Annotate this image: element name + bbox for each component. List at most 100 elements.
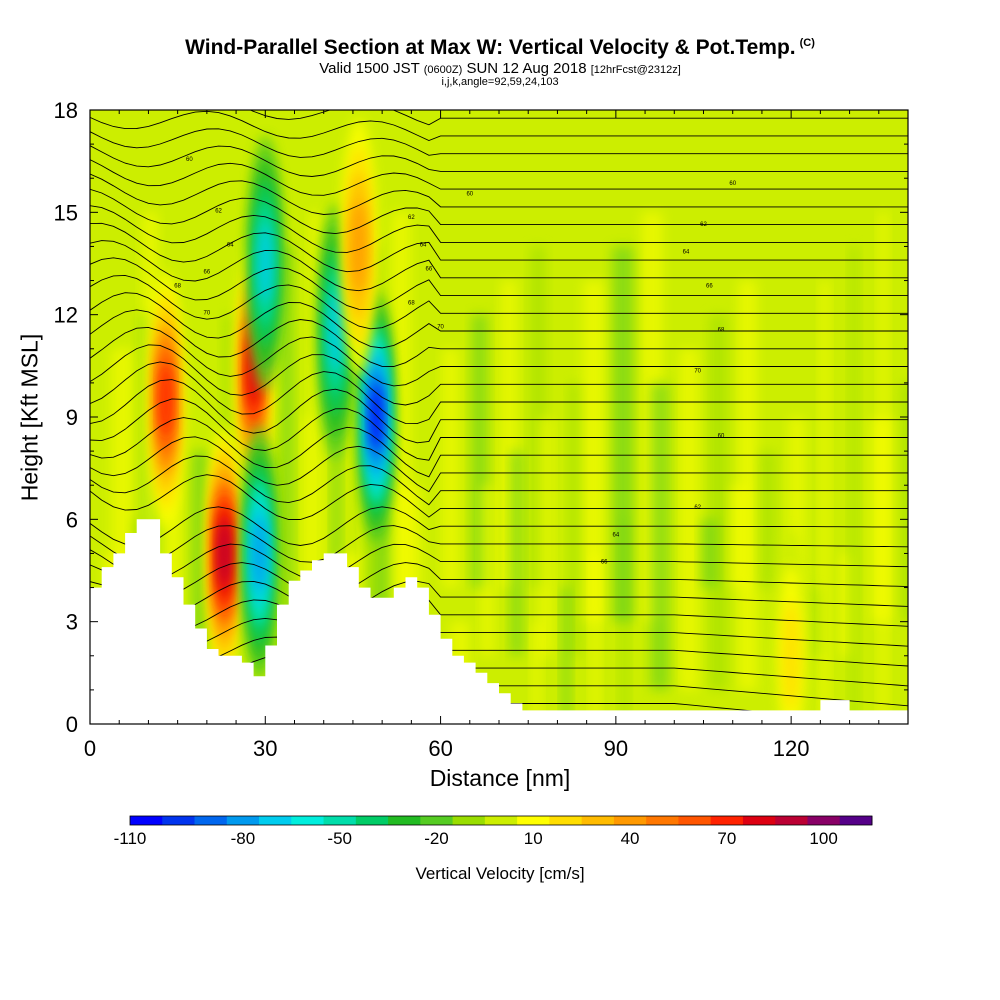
x-tick-label: 120 <box>773 736 810 761</box>
isentrope-label: 64 <box>613 532 620 538</box>
isentrope-line <box>90 128 908 158</box>
isentrope-label: 60 <box>718 433 725 439</box>
colorbar: -110 -80 -50 -20 10 40 70 100 <box>114 815 873 848</box>
isentrope-line <box>90 525 908 563</box>
colorbar-swatch <box>130 816 163 825</box>
isentrope-label: 66 <box>601 560 608 566</box>
field-streak <box>650 382 669 690</box>
isentrope-line <box>90 159 908 196</box>
colorbar-swatch <box>355 816 389 825</box>
updraft-core <box>773 527 810 724</box>
colorbar-swatch <box>194 816 228 825</box>
isentrope-line <box>90 240 908 292</box>
colorbar-swatch <box>291 816 325 825</box>
colorbar-swatch <box>839 816 873 825</box>
isentrope-label: 64 <box>420 242 427 248</box>
isentrope-label: 60 <box>186 157 193 163</box>
x-tick-label: 0 <box>84 736 96 761</box>
field-streak <box>281 246 294 656</box>
isentrope-label: 70 <box>437 324 444 330</box>
field-streak <box>590 553 600 724</box>
field-streak <box>539 417 552 656</box>
terrain <box>90 519 908 724</box>
isentrope-line <box>90 580 908 614</box>
colorbar-swatch <box>484 816 518 825</box>
y-tick-label: 9 <box>66 405 78 430</box>
field-streak <box>273 451 283 724</box>
isentrope-line <box>90 145 908 177</box>
isentrope-label: 62 <box>694 505 701 511</box>
colorbar-tick-label: -50 <box>327 829 352 848</box>
x-tick-label: 30 <box>253 736 277 761</box>
isentrope-line <box>90 455 908 506</box>
isentrope-line <box>90 222 908 273</box>
colorbar-swatch <box>226 816 260 825</box>
colorbar-swatch <box>678 816 712 825</box>
isentrope-line <box>90 173 908 215</box>
y-tick-label: 15 <box>54 200 78 225</box>
updraft-core <box>340 118 377 375</box>
field-streak <box>900 382 908 622</box>
isentrope-label: 62 <box>215 208 222 214</box>
field-streak <box>849 246 859 724</box>
isentrope-line <box>90 292 908 349</box>
chart-subtitle: Valid 1500 JST (0600Z) SUN 12 Aug 2018 [… <box>0 60 1000 77</box>
colorbar-tick-label: -20 <box>424 829 449 848</box>
chart-meta: i,j,k,angle=92,59,24,103 <box>441 76 559 88</box>
isentrope-line <box>90 543 908 580</box>
core-band <box>351 200 367 292</box>
field-streak <box>730 485 746 588</box>
isentrope-label: 60 <box>729 181 736 187</box>
colorbar-tick-label: 70 <box>717 829 736 848</box>
field-streak <box>612 246 634 622</box>
colorbar-swatch <box>162 816 196 825</box>
y-tick-label: 12 <box>54 303 78 328</box>
isentrope-label: 68 <box>174 283 181 289</box>
vertical-velocity-field: 60 62 64 66 68 70 60 62 64 66 68 70 60 62 64 66 68 70 60 62… <box>90 110 908 724</box>
subtitle-date: SUN 12 Aug 2018 <box>466 60 587 77</box>
isentrope-line <box>90 344 908 406</box>
field-streak <box>569 382 582 656</box>
colorbar-swatch <box>613 816 647 825</box>
isentrope-label: 66 <box>426 266 433 272</box>
y-tick-label: 6 <box>66 507 78 532</box>
colorbar-swatch <box>388 816 421 825</box>
isentrope-line <box>90 379 908 444</box>
colorbar-swatch <box>807 816 841 825</box>
colorbar-swatch <box>775 816 808 825</box>
core-band <box>159 363 173 437</box>
isentrope-line <box>90 309 908 367</box>
isentrope-label: 64 <box>227 242 234 248</box>
isentrope-labels: 60 62 64 66 68 70 60 62 64 66 68 70 60 62 64 66 68 70 60 62… <box>174 157 736 566</box>
isentrope-line <box>90 474 908 520</box>
field-streak <box>701 519 717 588</box>
isentrope-label: 62 <box>408 215 415 221</box>
x-tick-label: 60 <box>428 736 452 761</box>
colorbar-swatch <box>259 816 292 825</box>
colorbar-tick-label: -80 <box>231 829 256 848</box>
isentrope-line <box>90 274 908 330</box>
colorbar-swatch <box>646 816 679 825</box>
isentrope-label: 66 <box>706 283 713 289</box>
y-axis-title: Height [Kft MSL] <box>16 333 43 502</box>
downdraft-core <box>241 425 278 682</box>
y-tick-label: 3 <box>66 610 78 635</box>
colorbar-frame <box>129 815 873 826</box>
core-band <box>370 385 383 449</box>
field-streak <box>532 621 542 724</box>
field-streak <box>510 451 523 656</box>
colorbar-swatch <box>420 816 454 825</box>
field-streak <box>760 451 776 588</box>
isentrope-line <box>90 636 908 667</box>
copyright-mark: (C) <box>799 37 815 49</box>
isentrope-line <box>90 205 908 253</box>
subtitle-zulu: (0600Z) <box>423 64 463 76</box>
x-axis-title: Distance [nm] <box>429 765 571 791</box>
core-band <box>782 601 800 711</box>
colorbar-swatch <box>549 816 583 825</box>
isentrope-line <box>90 417 908 478</box>
isentrope-line <box>90 599 908 631</box>
isentrope-line <box>90 506 908 546</box>
isentrope-label: 70 <box>694 369 701 375</box>
field-streak <box>820 280 830 724</box>
